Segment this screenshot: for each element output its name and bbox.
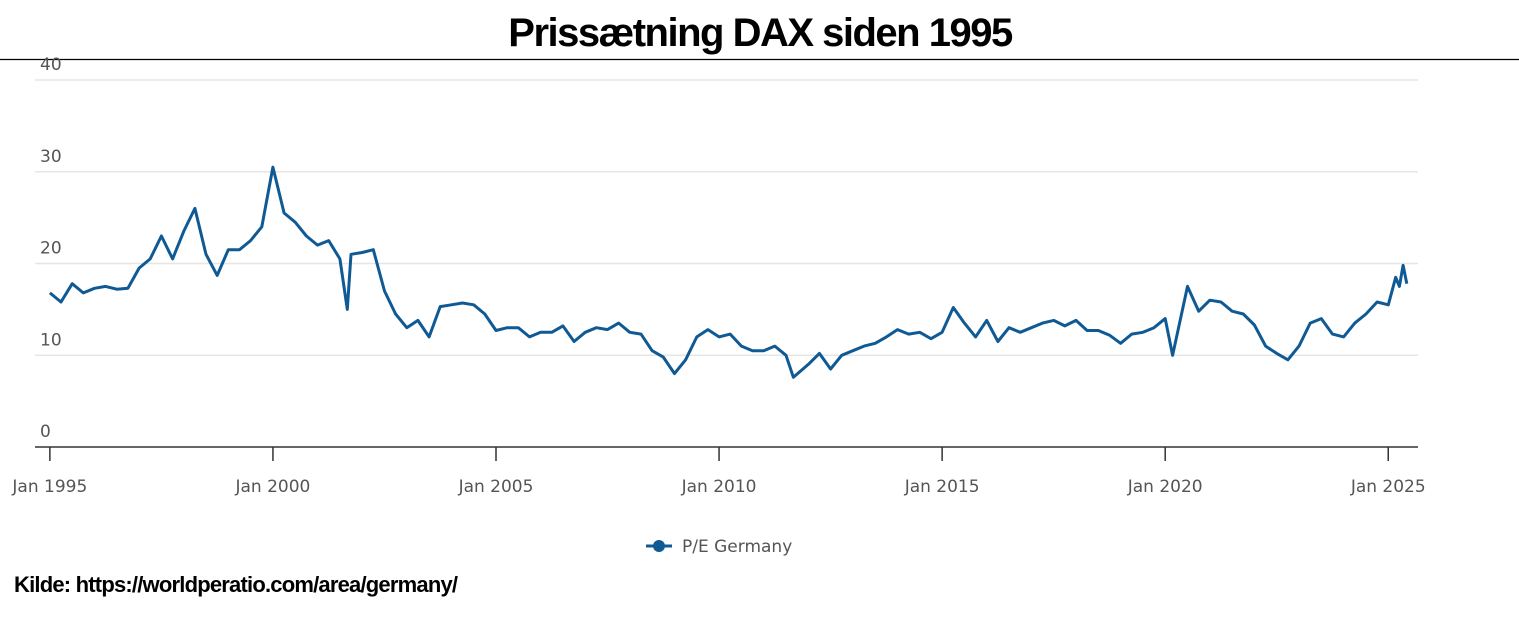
legend-label: P/E Germany — [682, 537, 792, 557]
x-tick-label: Jan 2025 — [1350, 477, 1426, 497]
x-tick-label: Jan 2000 — [234, 477, 310, 497]
y-tick-label: 0 — [40, 422, 51, 442]
source: Kilde: https://worldperatio.com/area/ger… — [14, 572, 458, 597]
x-tick-label: Jan 2010 — [681, 477, 757, 497]
y-tick-label: 20 — [40, 239, 62, 259]
legend-marker — [653, 540, 665, 552]
x-tick-label: Jan 2015 — [904, 477, 980, 497]
y-tick-label: 30 — [40, 147, 62, 167]
x-tick-label: Jan 2005 — [458, 477, 534, 497]
chart-title: Prissætning DAX siden 1995 — [508, 11, 1013, 55]
x-tick-label: Jan 1995 — [11, 477, 87, 497]
y-tick-label: 40 — [40, 55, 62, 75]
x-tick-label: Jan 2020 — [1127, 477, 1203, 497]
y-tick-label: 10 — [40, 330, 62, 350]
data-line — [48, 165, 1409, 379]
